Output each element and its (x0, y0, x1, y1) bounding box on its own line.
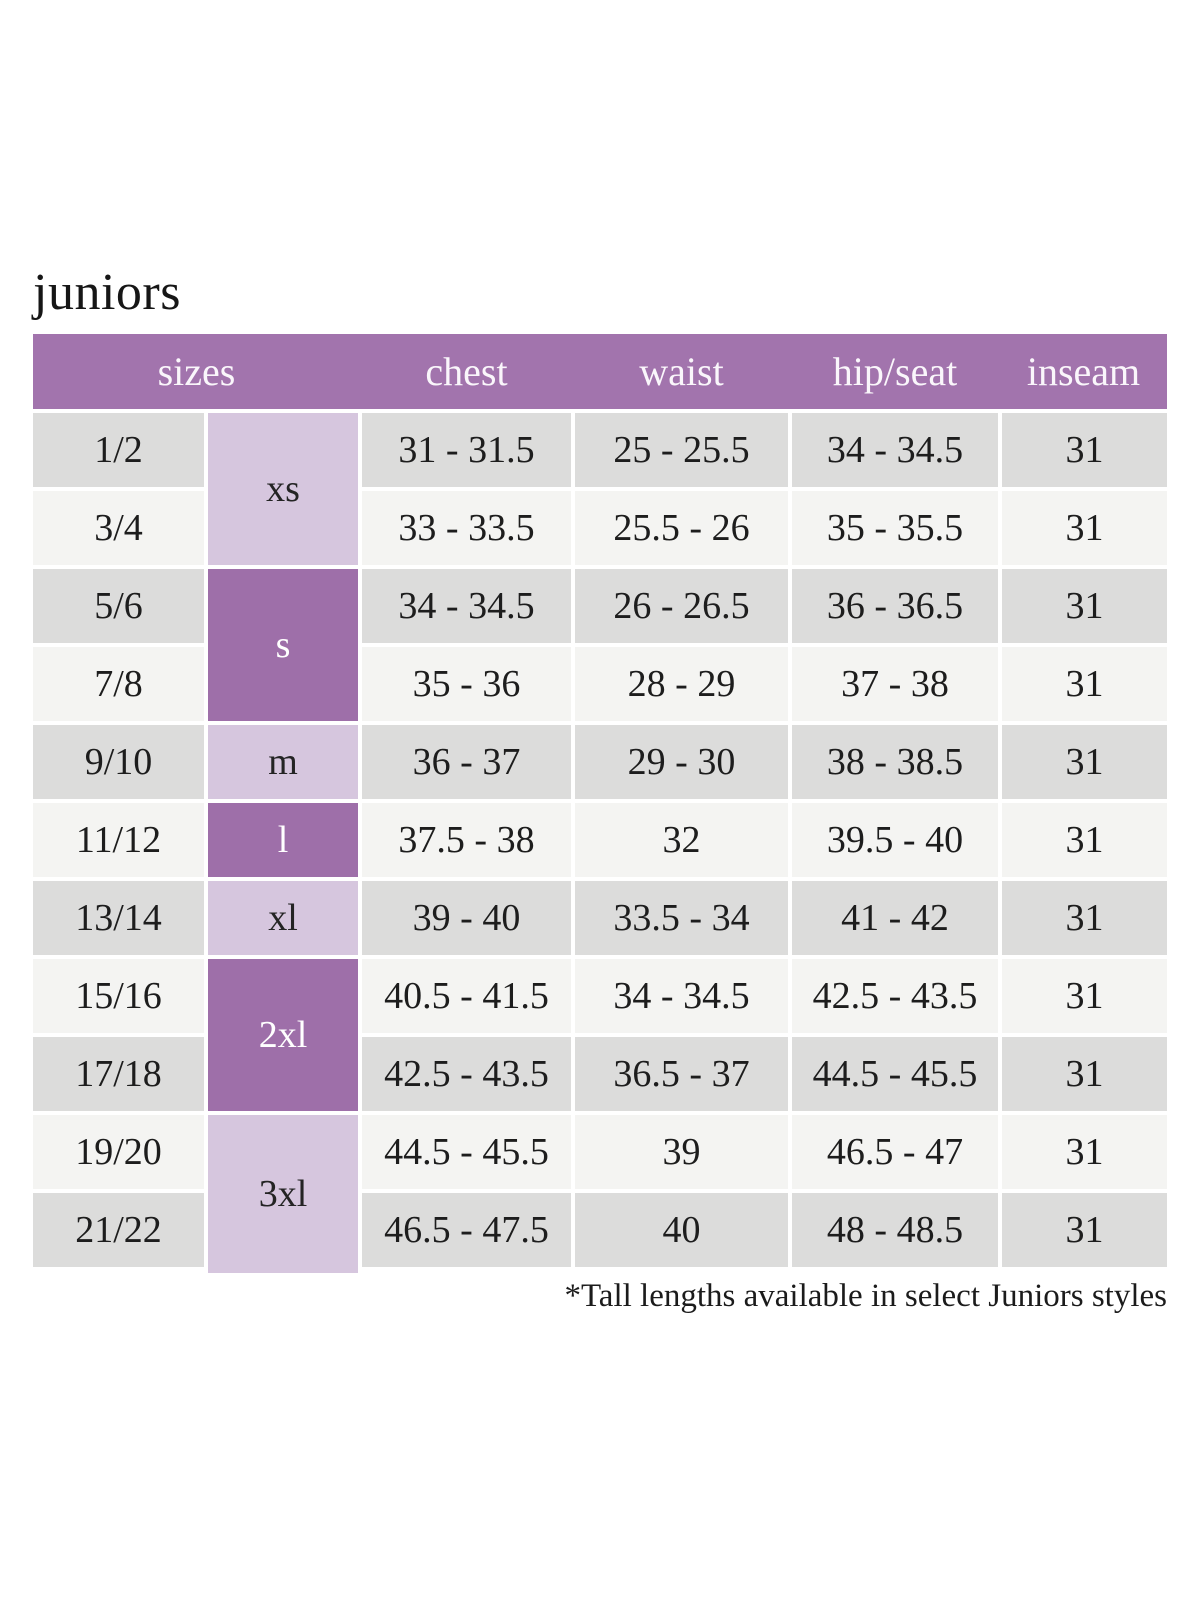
inseam-cell: 31 (1002, 1115, 1167, 1189)
hip-seat-cell: 38 - 38.5 (792, 725, 998, 799)
chest-cell: 42.5 - 43.5 (362, 1037, 571, 1111)
waist-cell: 39 (575, 1115, 788, 1189)
header-inseam: inseam (1026, 349, 1141, 394)
size-cell: 13/14 (33, 881, 204, 955)
inseam-cell: 31 (1002, 491, 1167, 565)
waist-cell: 25.5 - 26 (575, 491, 788, 565)
table-header-row: sizes chest waist hip/seat inseam (33, 334, 1167, 409)
waist-cell: 26 - 26.5 (575, 569, 788, 643)
juniors-size-table: sizes chest waist hip/seat inseam xs s m… (33, 334, 1167, 1273)
waist-cell: 25 - 25.5 (575, 413, 788, 487)
size-group-s: s (208, 569, 358, 721)
size-cell: 15/16 (33, 959, 204, 1033)
hip-seat-cell: 42.5 - 43.5 (792, 959, 998, 1033)
page-title: juniors (33, 264, 181, 321)
size-cell: 1/2 (33, 413, 204, 487)
inseam-cell: 31 (1002, 413, 1167, 487)
size-cell: 21/22 (33, 1193, 204, 1267)
size-group-m: m (208, 725, 358, 799)
hip-seat-cell: 37 - 38 (792, 647, 998, 721)
chest-cell: 37.5 - 38 (362, 803, 571, 877)
size-group-2xl: 2xl (208, 959, 358, 1111)
waist-cell: 32 (575, 803, 788, 877)
chest-cell: 40.5 - 41.5 (362, 959, 571, 1033)
waist-cell: 29 - 30 (575, 725, 788, 799)
size-cell: 11/12 (33, 803, 204, 877)
size-group-xl: xl (208, 881, 358, 955)
size-group-xs: xs (208, 413, 358, 565)
inseam-cell: 31 (1002, 1037, 1167, 1111)
footnote: *Tall lengths available in select Junior… (564, 1278, 1167, 1314)
hip-seat-cell: 48 - 48.5 (792, 1193, 998, 1267)
inseam-cell: 31 (1002, 1193, 1167, 1267)
chest-cell: 46.5 - 47.5 (362, 1193, 571, 1267)
size-cell: 19/20 (33, 1115, 204, 1189)
chest-cell: 44.5 - 45.5 (362, 1115, 571, 1189)
hip-seat-cell: 46.5 - 47 (792, 1115, 998, 1189)
size-cell: 5/6 (33, 569, 204, 643)
chest-cell: 39 - 40 (362, 881, 571, 955)
size-cell: 7/8 (33, 647, 204, 721)
size-cell: 17/18 (33, 1037, 204, 1111)
chest-cell: 36 - 37 (362, 725, 571, 799)
header-waist: waist (639, 349, 724, 394)
waist-cell: 28 - 29 (575, 647, 788, 721)
inseam-cell: 31 (1002, 881, 1167, 955)
chest-cell: 34 - 34.5 (362, 569, 571, 643)
hip-seat-cell: 44.5 - 45.5 (792, 1037, 998, 1111)
size-cell: 3/4 (33, 491, 204, 565)
inseam-cell: 31 (1002, 725, 1167, 799)
hip-seat-cell: 35 - 35.5 (792, 491, 998, 565)
inseam-cell: 31 (1002, 647, 1167, 721)
inseam-cell: 31 (1002, 959, 1167, 1033)
header-chest: chest (425, 349, 508, 394)
hip-seat-cell: 39.5 - 40 (792, 803, 998, 877)
waist-cell: 36.5 - 37 (575, 1037, 788, 1111)
hip-seat-cell: 36 - 36.5 (792, 569, 998, 643)
inseam-cell: 31 (1002, 569, 1167, 643)
inseam-cell: 31 (1002, 803, 1167, 877)
hip-seat-cell: 41 - 42 (792, 881, 998, 955)
size-cell: 9/10 (33, 725, 204, 799)
chest-cell: 35 - 36 (362, 647, 571, 721)
chest-cell: 33 - 33.5 (362, 491, 571, 565)
chest-cell: 31 - 31.5 (362, 413, 571, 487)
header-sizes: sizes (157, 349, 236, 394)
size-group-3xl: 3xl (208, 1115, 358, 1273)
size-group-l: l (208, 803, 358, 877)
waist-cell: 33.5 - 34 (575, 881, 788, 955)
waist-cell: 40 (575, 1193, 788, 1267)
hip-seat-cell: 34 - 34.5 (792, 413, 998, 487)
waist-cell: 34 - 34.5 (575, 959, 788, 1033)
header-hip-seat: hip/seat (832, 349, 958, 394)
